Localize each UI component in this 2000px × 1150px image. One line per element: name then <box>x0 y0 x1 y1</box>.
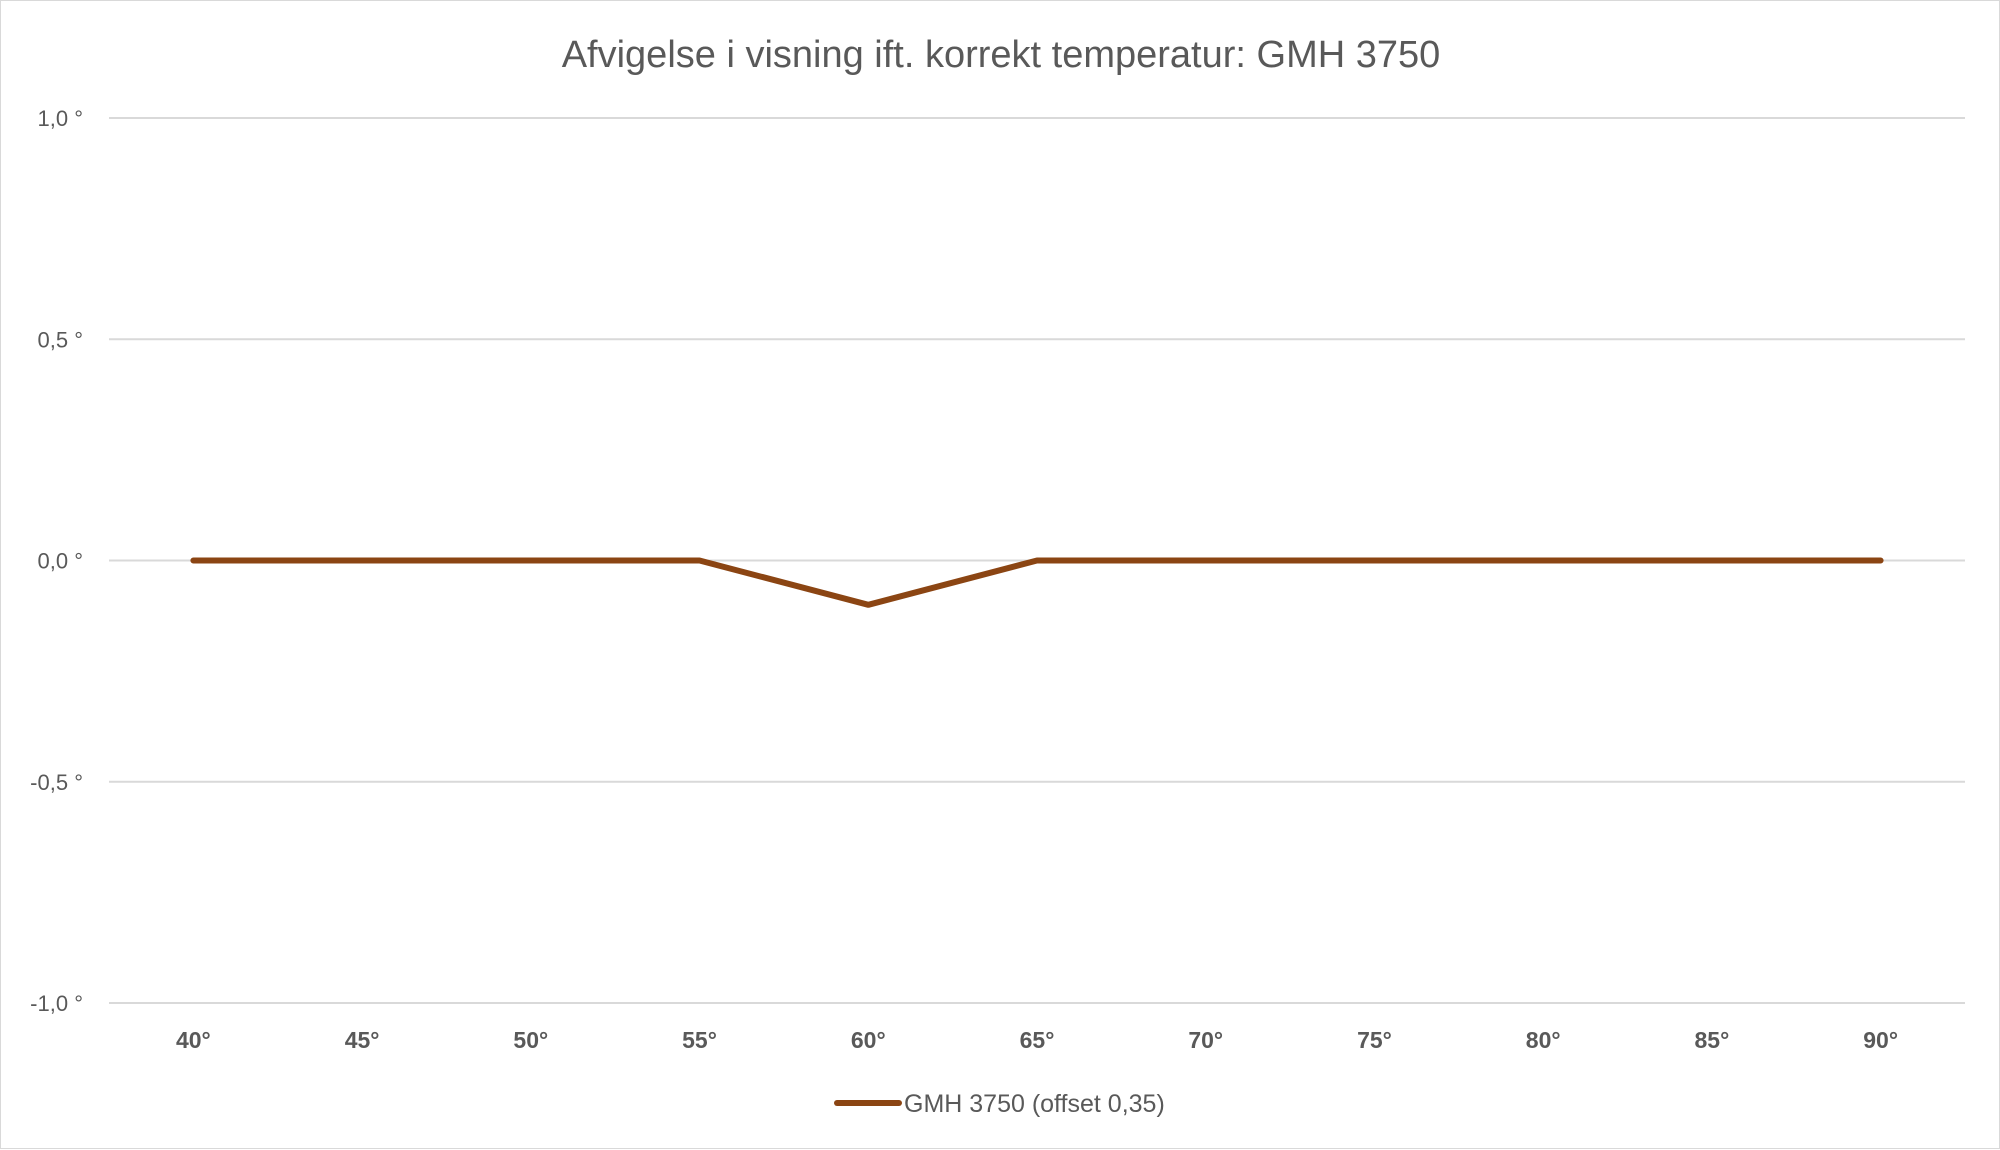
x-tick-label: 55° <box>682 1027 717 1053</box>
legend: GMH 3750 (offset 0,35) <box>834 1090 1165 1118</box>
x-tick-label: 40° <box>176 1027 211 1053</box>
y-tick-label: 0,0 ° <box>38 549 84 574</box>
y-tick-label: 0,5 ° <box>38 327 84 352</box>
y-axis-tick-labels: 1,0 ° 0,5 ° 0,0 ° -0,5 ° -1,0 ° <box>30 106 83 1016</box>
x-tick-label: 90° <box>1863 1027 1898 1053</box>
x-tick-label: 80° <box>1526 1027 1561 1053</box>
y-tick-label: -1,0 ° <box>30 991 83 1016</box>
x-tick-label: 60° <box>851 1027 886 1053</box>
y-tick-label: 1,0 ° <box>38 106 84 131</box>
x-tick-label: 85° <box>1695 1027 1730 1053</box>
series-lines <box>190 557 1884 608</box>
chart-title: Afvigelse i visning ift. korrekt tempera… <box>562 34 1441 76</box>
x-tick-label: 45° <box>345 1027 380 1053</box>
y-tick-label: -0,5 ° <box>30 770 83 795</box>
series-line <box>190 557 1884 608</box>
x-tick-label: 65° <box>1020 1027 1055 1053</box>
x-axis-tick-labels: 40° 45° 50° 55° 60° 65° 70° 75° 80° 85° 90° <box>176 1027 1898 1053</box>
x-tick-label: 50° <box>513 1027 548 1053</box>
x-tick-label: 75° <box>1357 1027 1392 1053</box>
legend-label: GMH 3750 (offset 0,35) <box>904 1090 1165 1118</box>
x-tick-label: 70° <box>1188 1027 1223 1053</box>
